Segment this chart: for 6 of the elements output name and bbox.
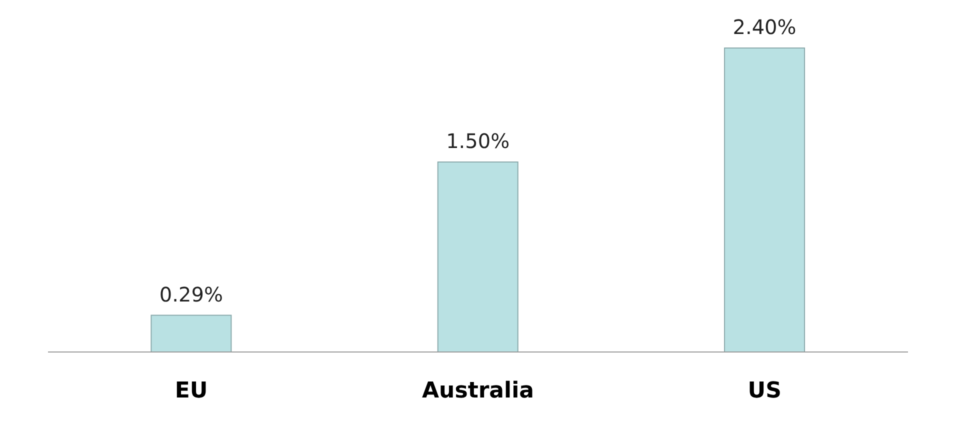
x-tick-label: Australia [422,378,534,404]
x-tick-label: US [748,378,782,404]
data-label: 2.40% [732,15,796,39]
x-tick-label: EU [174,378,208,404]
data-label: 0.29% [159,282,223,306]
data-label: 1.50% [446,129,510,153]
